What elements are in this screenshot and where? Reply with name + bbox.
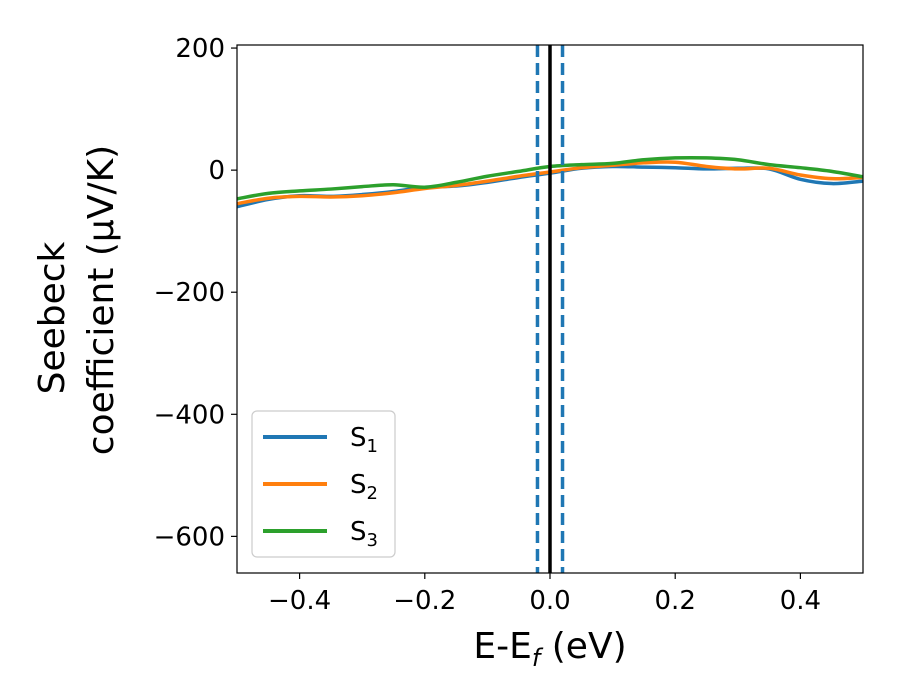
y-tick-label: 0 xyxy=(208,156,225,186)
x-tick-label: −0.2 xyxy=(393,586,456,616)
x-tick-label: −0.4 xyxy=(268,586,331,616)
y-axis-label-line2: coefficient (μV/K) xyxy=(81,145,122,455)
y-tick-label: −200 xyxy=(154,278,225,308)
legend: S1 S2 S3 xyxy=(251,410,396,558)
y-axis-label-line1: Seebeck xyxy=(32,241,73,394)
x-axis-ticks: −0.4 −0.2 0.0 0.2 0.4 xyxy=(268,573,821,616)
legend-label-s2: S2 xyxy=(350,470,378,504)
y-tick-label: −600 xyxy=(154,522,225,552)
x-axis-label: E-Ef (eV) xyxy=(473,626,626,672)
y-axis-ticks: 200 0 −200 −400 −600 xyxy=(154,34,237,552)
legend-label-s1: S1 xyxy=(350,423,378,457)
legend-label-s3: S3 xyxy=(350,517,378,551)
x-tick-label: 0.0 xyxy=(529,586,570,616)
y-tick-label: −400 xyxy=(154,400,225,430)
y-tick-label: 200 xyxy=(175,34,225,64)
vline-layer xyxy=(535,45,565,573)
x-tick-label: 0.2 xyxy=(655,586,696,616)
legend-items: S1 S2 S3 xyxy=(263,423,378,551)
x-tick-label: 0.4 xyxy=(780,586,821,616)
